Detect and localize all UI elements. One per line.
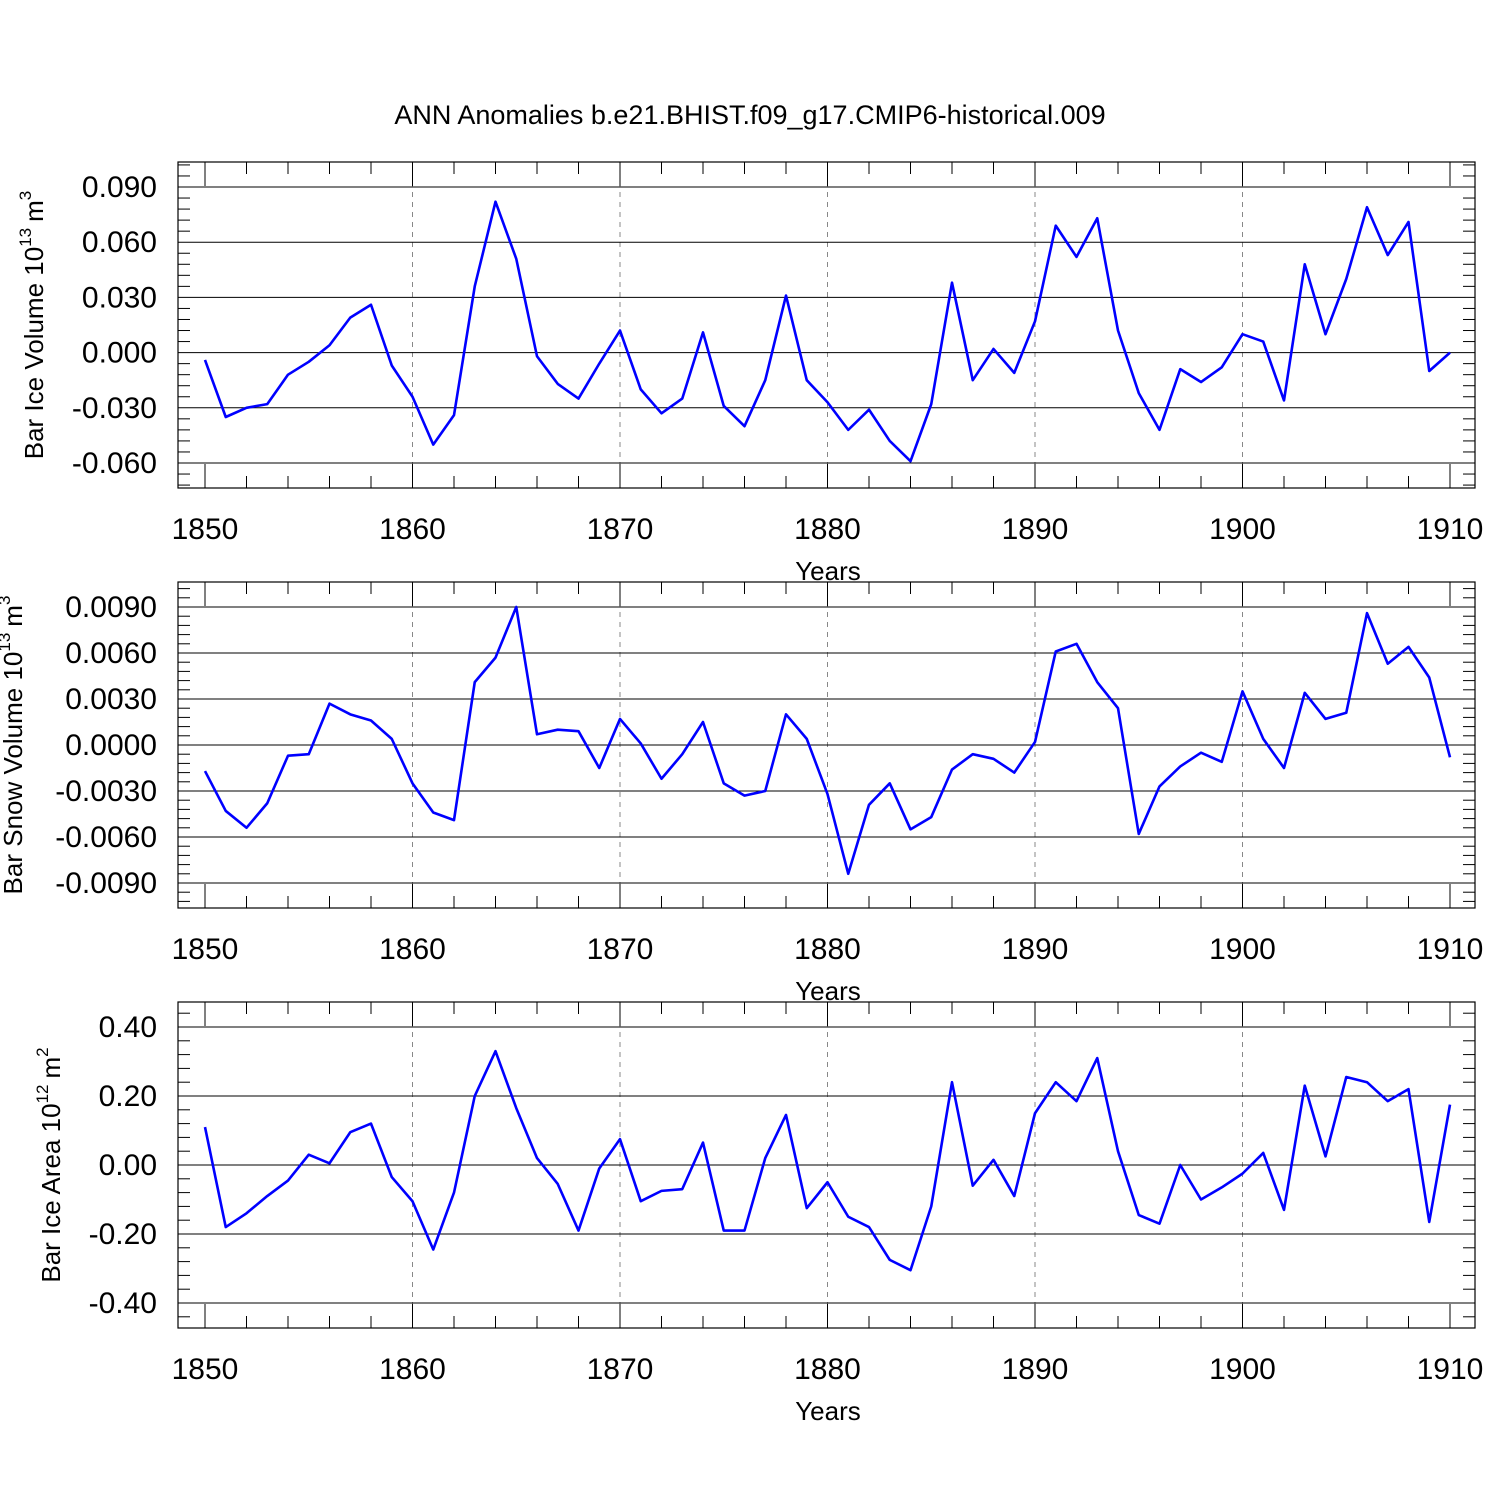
x-tick-label: 1870 [587,513,654,546]
x-axis-label: Years [795,976,861,1006]
figure-title: ANN Anomalies b.e21.BHIST.f09_g17.CMIP6-… [394,100,1105,130]
y-axis-label: Bar Ice Volume 1013 m3 [16,191,49,460]
y-tick-label: 0.000 [82,337,157,370]
x-tick-label: 1900 [1209,1353,1276,1386]
y-axis-label: Bar Snow Volume 1013 m3 [0,596,28,895]
y-axis-label-exponent: 12 [33,1084,52,1103]
x-tick-label: 1890 [1002,1353,1069,1386]
y-tick-label: -0.0060 [55,821,157,854]
x-tick-label: 1890 [1002,933,1069,966]
x-tick-label: 1850 [172,1353,239,1386]
y-tick-label: -0.0030 [55,775,157,808]
y-axis-label: Bar Ice Area 1012 m2 [33,1047,66,1282]
y-axis-label-text: Bar Ice Area 10 [36,1103,66,1282]
x-tick-label: 1860 [379,933,446,966]
y-tick-label: 0.030 [82,281,157,314]
y-tick-label: 0.060 [82,226,157,259]
series-line [203,200,1451,463]
panel-1: -0.060 -0.030 0.000 0.030 0.060 0.090 1850 1860… [16,161,1484,586]
x-tick-label: 1910 [1417,933,1484,966]
panel-3: -0.40 -0.20 0.00 0.20 0.40 1850 1860 1870 1880 18… [33,1001,1484,1426]
y-axis-label-exponent: 13 [0,633,14,652]
x-tick-label: 1850 [172,933,239,966]
series-line [203,1049,1452,1272]
y-axis-label-unit-exponent: 3 [16,191,35,200]
plot-frame [177,161,1476,489]
x-axis-label: Years [795,1396,861,1426]
y-tick-label: -0.40 [89,1287,157,1320]
x-axis-label: Years [795,556,861,586]
x-tick-label: 1850 [172,513,239,546]
y-axis-label-unit: m [19,200,49,222]
y-tick-label: 0.00 [99,1149,157,1182]
y-tick-label: 0.0090 [65,591,157,624]
y-tick-label: 0.090 [82,171,157,204]
y-tick-label: -0.0090 [55,867,157,900]
x-tick-label: 1900 [1209,513,1276,546]
y-tick-label: 0.20 [99,1080,157,1113]
y-tick-label: -0.030 [72,392,157,425]
panel-2: -0.0090 -0.0060 -0.0030 0.0000 0.0030 0.0060 0… [0,581,1484,1006]
x-tick-label: 1860 [379,513,446,546]
y-axis-label-text: Bar Snow Volume 10 [0,652,28,895]
y-tick-label: 0.0060 [65,637,157,670]
y-axis-label-unit: m [36,1057,66,1079]
y-axis-label-text: Bar Ice Volume 10 [19,247,49,459]
x-tick-label: 1860 [379,1353,446,1386]
x-tick-label: 1880 [794,1353,861,1386]
y-axis-label-exponent: 13 [16,228,35,247]
series-line [203,605,1452,876]
x-tick-label: 1910 [1417,1353,1484,1386]
x-tick-label: 1910 [1417,513,1484,546]
y-tick-label: 0.40 [99,1011,157,1044]
x-tick-label: 1900 [1209,933,1276,966]
y-tick-label: -0.20 [89,1218,157,1251]
x-tick-label: 1880 [794,933,861,966]
x-tick-label: 1890 [1002,513,1069,546]
x-tick-label: 1880 [794,513,861,546]
y-axis-label-unit-exponent: 3 [0,596,14,605]
y-tick-label: -0.060 [72,447,157,480]
y-axis-label-unit: m [0,605,28,627]
x-tick-label: 1870 [587,933,654,966]
y-tick-label: 0.0000 [65,729,157,762]
x-tick-label: 1870 [587,1353,654,1386]
y-axis-label-unit-exponent: 2 [33,1047,52,1056]
y-tick-label: 0.0030 [65,683,157,716]
